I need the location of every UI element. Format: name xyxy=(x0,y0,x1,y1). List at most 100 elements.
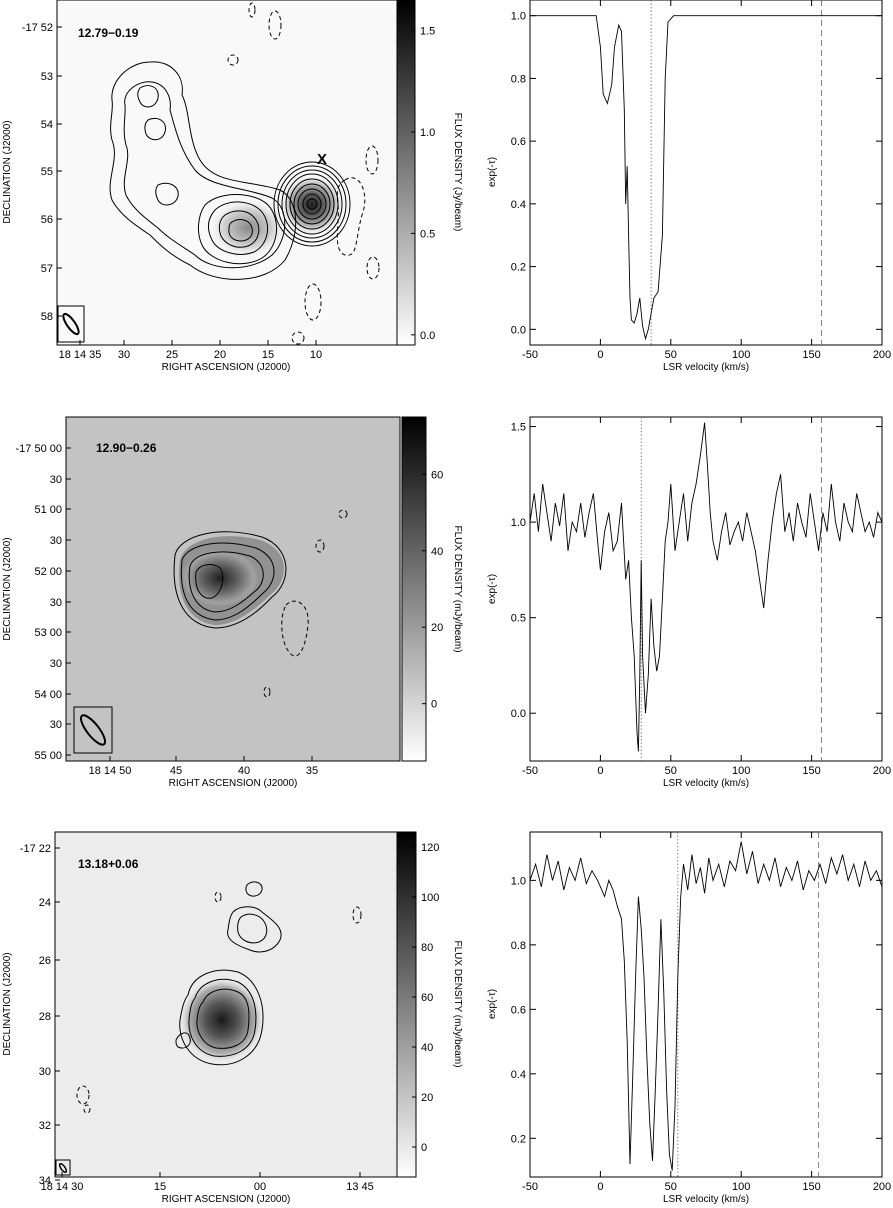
negative-contours-1 xyxy=(227,2,380,345)
colorbar-tick-label: 120 xyxy=(421,842,439,854)
spectrum-y-tick-label: 0.0 xyxy=(511,324,526,336)
spectrum-x-tick-label: 150 xyxy=(802,765,820,777)
colorbar-tick-label: 1.0 xyxy=(420,127,435,139)
map-x-ticks-3: 18 14 30 15 00 13 45 xyxy=(41,1172,374,1193)
map-y-tick-label: 51 00 xyxy=(34,504,62,516)
spectrum-y-tick-label: 1.0 xyxy=(511,517,526,529)
spectrum-x-tick-label: 200 xyxy=(873,1181,891,1193)
spectrum-y-tick-label: 1.0 xyxy=(511,11,526,23)
map-ylabel-3: DECLINATION (J2000) xyxy=(2,952,13,1055)
map-y-tick-label: 55 00 xyxy=(34,750,62,762)
spectrum-x-tick-label: 150 xyxy=(802,349,820,361)
map-y-tick-label: 58 xyxy=(41,311,53,323)
map-y-tick-label: 30 xyxy=(39,1066,51,1078)
map-x-tick-label: 18 14 50 xyxy=(89,765,132,777)
spectrum-frame-3 xyxy=(529,831,883,1178)
spectrum-series-line xyxy=(529,422,883,752)
spectrum-frame-2 xyxy=(529,416,883,762)
map-y-ticks-1: -17 52 53 54 55 56 57 58 xyxy=(22,22,62,323)
map-x-tick-label: 18 14 30 xyxy=(41,1181,84,1193)
map-panel-3: 13.18+0.06 -17 22 24 26 28 30 32 34 18 14 30 15… xyxy=(2,831,463,1205)
spectrum-y-tick-label: 0.2 xyxy=(511,1133,526,1145)
spectrum-y-tick-label: 0.4 xyxy=(511,1069,526,1081)
spectrum-y-tick-label: 0.8 xyxy=(511,940,526,952)
map-y-tick-label: 30 xyxy=(50,474,62,486)
spectrum-x-tick-label: -50 xyxy=(522,765,538,777)
contour-lines-2 xyxy=(173,531,287,629)
map-y-tick-label: 26 xyxy=(39,955,51,967)
colorbar-tick-label: 20 xyxy=(431,622,443,634)
map-image-1 xyxy=(57,0,397,345)
map-xlabel-1: RIGHT ASCENSION (J2000) xyxy=(162,362,291,373)
map-ylabel-1: DECLINATION (J2000) xyxy=(2,120,13,223)
spectrum-plot-1: -50 0 50 100 150 200 0.0 0.2 0.4 0.6 0.8 1.0 xyxy=(511,0,891,361)
spectrum-y-tick-label: 0.6 xyxy=(511,136,526,148)
map-y-ticks-2: -17 50 00 30 51 00 30 52 00 30 53 00 30 54 00 30 5… xyxy=(16,443,71,762)
beam-box-2 xyxy=(73,706,113,754)
colorbar-tick-label: 60 xyxy=(431,469,443,481)
map-x-tick-label: 35 xyxy=(306,765,318,777)
spectrum-x-tick-label: 0 xyxy=(597,765,603,777)
map-x-tick-label: 20 xyxy=(214,349,226,361)
map-xlabel-3: RIGHT ASCENSION (J2000) xyxy=(162,1194,291,1205)
colorbar-label-1: FLUX DENSITY (Jy/beam) xyxy=(452,113,463,232)
map-xlabel-2: RIGHT ASCENSION (J2000) xyxy=(169,778,298,789)
spectrum-x-tick-label: 100 xyxy=(732,765,750,777)
map-frame-2 xyxy=(65,416,401,762)
spectrum-frame-1 xyxy=(529,0,883,346)
spectrum-x-tick-label: 100 xyxy=(732,349,750,361)
spectrum-plot-3: -50 0 50 100 150 200 0.2 0.4 0.6 0.8 1.0 xyxy=(511,832,891,1193)
spectrum-y-tick-label: 1.5 xyxy=(511,422,526,434)
spectrum-xlabel-3: LSR velocity (km/s) xyxy=(663,1194,749,1205)
spectrum-x-tick-label: -50 xyxy=(522,1181,538,1193)
map-x-tick-label: 18 14 35 xyxy=(59,349,102,361)
map-y-tick-label: 56 xyxy=(41,214,53,226)
map-x-tick-label: 15 xyxy=(262,349,274,361)
spectrum-y-tick-label: 0.5 xyxy=(511,613,526,625)
spectrum-x-tick-label: 100 xyxy=(732,1181,750,1193)
spectrum-y-tick-label: 0.4 xyxy=(511,199,526,211)
map-y-tick-label: 57 xyxy=(41,263,53,275)
map-y-tick-label: 54 xyxy=(41,119,53,131)
spectrum-x-tick-label: 150 xyxy=(802,1181,820,1193)
spectrum-plot-2: -50 0 50 100 150 200 0.0 0.5 1.0 1.5 xyxy=(511,417,891,777)
map-y-tick-label: 24 xyxy=(39,897,51,909)
spectrum-ylabel-2: exp(-τ) xyxy=(487,574,498,604)
map-emission-peak-2 xyxy=(182,550,258,606)
colorbar-2 xyxy=(401,416,427,762)
map-panel-2: 12.90−0.26 -17 50 00 30 51 00 30 52 00 30 53 0… xyxy=(2,416,463,789)
map-y-ticks-3: -17 22 24 26 28 30 32 34 xyxy=(20,843,60,1187)
spectrum-series-line xyxy=(529,841,883,1171)
negative-contours-3 xyxy=(76,891,362,1114)
spectrum-ylabel-1: exp(-τ) xyxy=(487,157,498,187)
map-source-label-2: 12.90−0.26 xyxy=(96,441,157,455)
map-y-tick-label: 30 xyxy=(50,597,62,609)
map-x-tick-label: 15 xyxy=(154,1181,166,1193)
map-ylabel-2: DECLINATION (J2000) xyxy=(2,537,13,640)
source-marker-x: X xyxy=(317,151,327,168)
map-x-tick-label: 40 xyxy=(238,765,250,777)
colorbar-ticks-2: 60 40 20 0 xyxy=(422,469,443,711)
colorbar-label-3: FLUX DENSITY (mJy/beam) xyxy=(452,940,463,1067)
colorbar-tick-label: 1.5 xyxy=(420,25,435,37)
spectrum-y-tick-label: 0.8 xyxy=(511,73,526,85)
colorbar-1 xyxy=(396,0,416,346)
map-y-tick-label: 32 xyxy=(39,1120,51,1132)
contour-lines-1 xyxy=(109,61,297,280)
map-x-tick-label: 45 xyxy=(170,765,182,777)
map-x-tick-label: 25 xyxy=(166,349,178,361)
spectrum-y-tick-label: 0.0 xyxy=(511,708,526,720)
spectrum-xlabel-2: LSR velocity (km/s) xyxy=(663,778,749,789)
map-x-tick-label: 30 xyxy=(118,349,130,361)
spectrum-x-tick-label: 50 xyxy=(665,349,677,361)
colorbar-tick-label: 40 xyxy=(431,546,443,558)
spectrum-panel-1: -50 0 50 100 150 200 0.0 0.2 0.4 0.6 0.8 1.0 LSR ve… xyxy=(487,0,891,373)
map-y-tick-label: 52 00 xyxy=(34,566,62,578)
map-y-tick-label: 53 xyxy=(41,71,53,83)
spectrum-x-tick-label: 0 xyxy=(597,349,603,361)
map-y-tick-label: -17 50 00 xyxy=(16,443,62,455)
map-y-tick-label: 30 xyxy=(50,658,62,670)
negative-contours-2 xyxy=(263,509,348,698)
spectrum-xlabel-1: LSR velocity (km/s) xyxy=(663,362,749,373)
map-y-tick-label: 34 xyxy=(39,1175,51,1187)
